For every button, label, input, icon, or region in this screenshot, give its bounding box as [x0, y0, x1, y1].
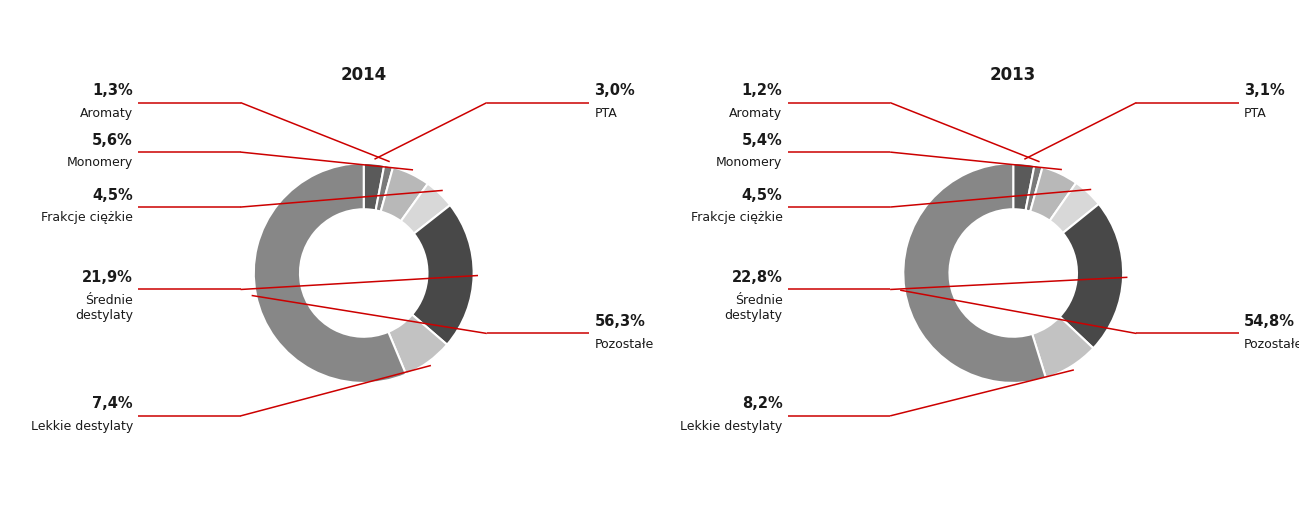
Text: Średnie
destylaty: Średnie destylaty — [75, 294, 132, 322]
Text: Pozostałe: Pozostałe — [595, 338, 653, 351]
Text: 4,5%: 4,5% — [92, 187, 132, 203]
Text: 7,4%: 7,4% — [92, 396, 132, 412]
Wedge shape — [412, 205, 474, 344]
Text: 4,5%: 4,5% — [742, 187, 782, 203]
Text: PTA: PTA — [595, 107, 617, 120]
Text: 2013: 2013 — [990, 66, 1037, 85]
Text: Aromaty: Aromaty — [79, 107, 132, 120]
Wedge shape — [375, 165, 394, 212]
Text: 56,3%: 56,3% — [595, 314, 646, 329]
Text: Pozostałe: Pozostałe — [1244, 338, 1299, 351]
Wedge shape — [253, 163, 407, 383]
Wedge shape — [388, 314, 447, 374]
Wedge shape — [401, 184, 451, 234]
Text: Aromaty: Aromaty — [729, 107, 782, 120]
Text: 8,2%: 8,2% — [742, 396, 782, 412]
Text: 3,1%: 3,1% — [1244, 83, 1285, 98]
Wedge shape — [1050, 183, 1099, 233]
Text: 5,6%: 5,6% — [92, 133, 132, 148]
Text: 3,0%: 3,0% — [595, 83, 635, 98]
Text: 5,4%: 5,4% — [742, 133, 782, 148]
Text: 1,2%: 1,2% — [742, 83, 782, 98]
Text: 54,8%: 54,8% — [1244, 314, 1295, 329]
Text: 1,3%: 1,3% — [92, 83, 132, 98]
Text: Średnie
destylaty: Średnie destylaty — [725, 294, 782, 322]
Wedge shape — [1033, 317, 1094, 378]
Text: Monomery: Monomery — [66, 156, 132, 170]
Text: PTA: PTA — [1244, 107, 1267, 120]
Wedge shape — [1060, 204, 1124, 348]
Wedge shape — [1013, 163, 1034, 211]
Wedge shape — [364, 163, 385, 211]
Wedge shape — [903, 163, 1046, 383]
Wedge shape — [1030, 167, 1076, 220]
Wedge shape — [381, 167, 427, 221]
Text: 2014: 2014 — [340, 66, 387, 85]
Text: Monomery: Monomery — [716, 156, 782, 170]
Text: 21,9%: 21,9% — [82, 270, 132, 285]
Wedge shape — [1025, 165, 1043, 212]
Text: Lekkie destylaty: Lekkie destylaty — [31, 421, 132, 433]
Text: Lekkie destylaty: Lekkie destylaty — [681, 421, 782, 433]
Text: 22,8%: 22,8% — [731, 270, 782, 285]
Text: Frakcje ciężkie: Frakcje ciężkie — [691, 212, 782, 225]
Text: Frakcje ciężkie: Frakcje ciężkie — [42, 212, 132, 225]
